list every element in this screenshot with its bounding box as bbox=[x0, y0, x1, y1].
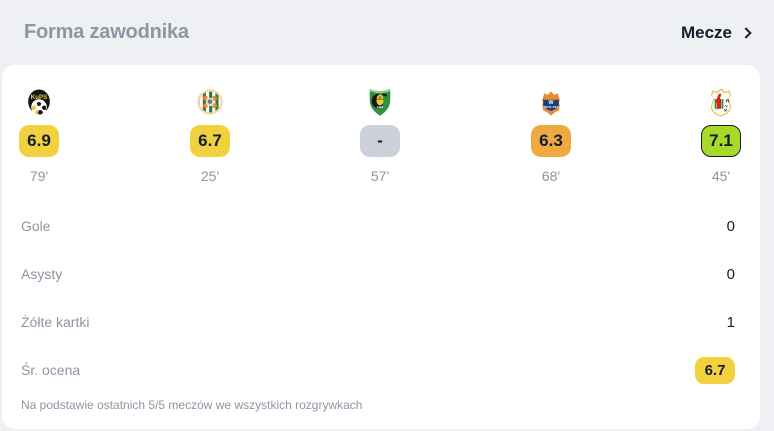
svg-text:M: M bbox=[724, 108, 727, 112]
svg-text:V: V bbox=[725, 103, 728, 108]
svg-text:W: W bbox=[549, 100, 554, 106]
svg-text:1984: 1984 bbox=[377, 105, 384, 109]
svg-text:BRUK-BET: BRUK-BET bbox=[544, 105, 559, 109]
